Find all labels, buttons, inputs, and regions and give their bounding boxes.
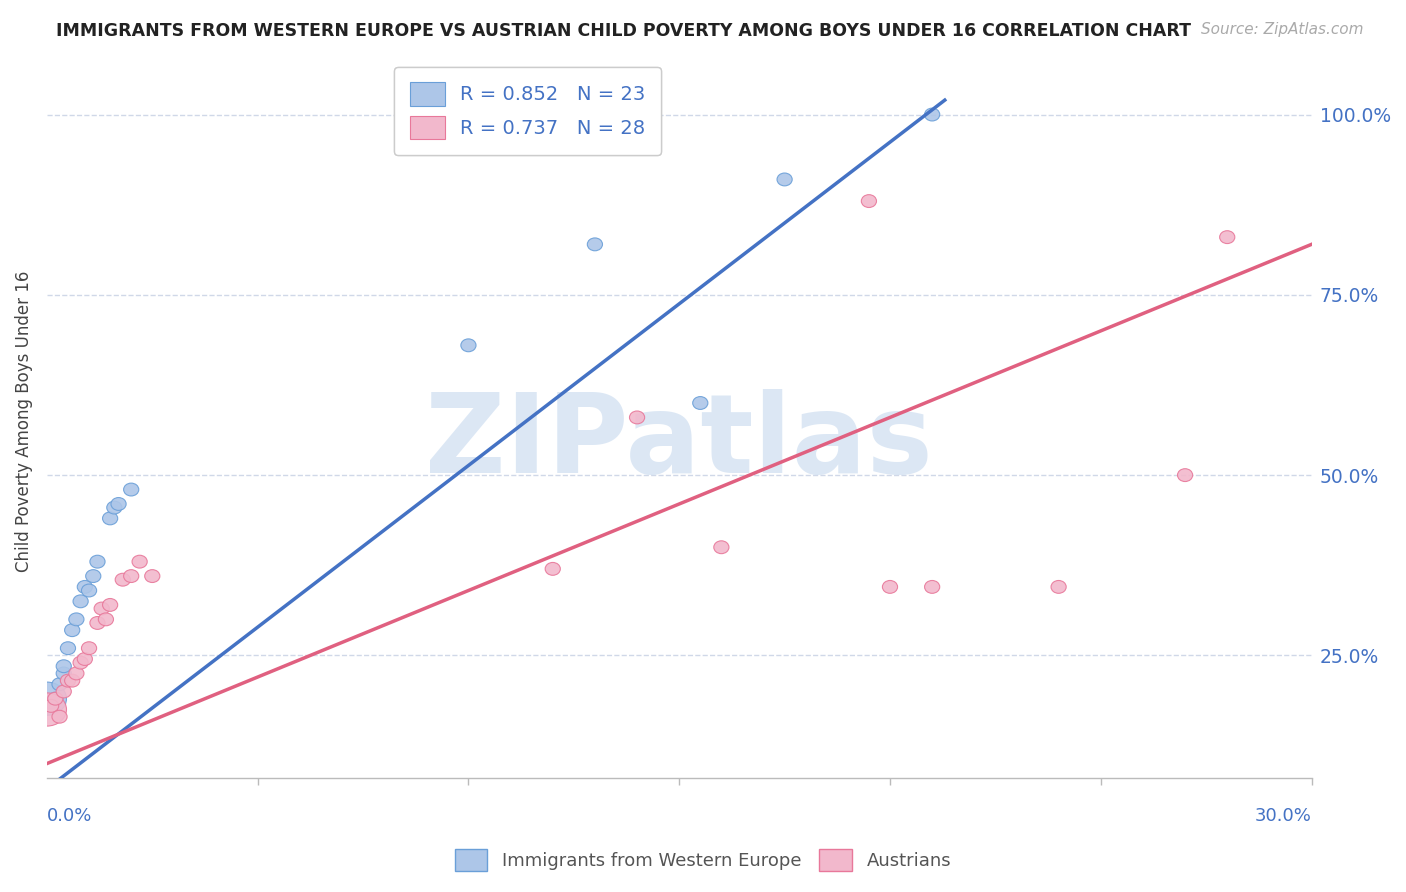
Ellipse shape — [111, 498, 127, 510]
Text: Source: ZipAtlas.com: Source: ZipAtlas.com — [1201, 22, 1364, 37]
Ellipse shape — [44, 699, 59, 713]
Ellipse shape — [925, 108, 939, 121]
Ellipse shape — [714, 541, 728, 554]
Ellipse shape — [145, 570, 160, 582]
Ellipse shape — [1052, 581, 1066, 593]
Ellipse shape — [883, 581, 897, 593]
Text: 0.0%: 0.0% — [46, 806, 93, 824]
Ellipse shape — [65, 624, 80, 637]
Text: ZIPatlas: ZIPatlas — [426, 389, 934, 496]
Ellipse shape — [27, 693, 66, 726]
Ellipse shape — [90, 616, 105, 630]
Ellipse shape — [52, 710, 67, 723]
Ellipse shape — [56, 685, 72, 698]
Ellipse shape — [862, 194, 876, 208]
Ellipse shape — [103, 599, 118, 611]
Ellipse shape — [461, 339, 477, 351]
Ellipse shape — [778, 173, 792, 186]
Ellipse shape — [103, 512, 118, 524]
Ellipse shape — [82, 641, 97, 655]
Ellipse shape — [69, 613, 84, 626]
Ellipse shape — [44, 696, 59, 709]
Ellipse shape — [73, 657, 89, 669]
Ellipse shape — [27, 682, 66, 715]
Ellipse shape — [86, 570, 101, 582]
Text: 30.0%: 30.0% — [1254, 806, 1312, 824]
Ellipse shape — [82, 584, 97, 597]
Ellipse shape — [52, 678, 67, 690]
Ellipse shape — [94, 602, 110, 615]
Ellipse shape — [546, 563, 561, 575]
Ellipse shape — [56, 667, 72, 680]
Ellipse shape — [588, 238, 603, 251]
Ellipse shape — [73, 595, 89, 607]
Y-axis label: Child Poverty Among Boys Under 16: Child Poverty Among Boys Under 16 — [15, 270, 32, 572]
Ellipse shape — [90, 555, 105, 568]
Text: IMMIGRANTS FROM WESTERN EUROPE VS AUSTRIAN CHILD POVERTY AMONG BOYS UNDER 16 COR: IMMIGRANTS FROM WESTERN EUROPE VS AUSTRI… — [56, 22, 1191, 40]
Ellipse shape — [693, 397, 707, 409]
Legend: R = 0.852   N = 23, R = 0.737   N = 28: R = 0.852 N = 23, R = 0.737 N = 28 — [394, 67, 661, 155]
Ellipse shape — [69, 667, 84, 680]
Ellipse shape — [107, 501, 122, 514]
Ellipse shape — [1177, 468, 1192, 482]
Ellipse shape — [132, 555, 148, 568]
Ellipse shape — [56, 660, 72, 673]
Legend: Immigrants from Western Europe, Austrians: Immigrants from Western Europe, Austrian… — [447, 842, 959, 879]
Ellipse shape — [115, 574, 131, 586]
Ellipse shape — [124, 483, 139, 496]
Ellipse shape — [925, 581, 939, 593]
Ellipse shape — [77, 653, 93, 665]
Ellipse shape — [60, 641, 76, 655]
Ellipse shape — [48, 692, 63, 705]
Ellipse shape — [60, 674, 76, 687]
Ellipse shape — [77, 581, 93, 593]
Ellipse shape — [124, 570, 139, 582]
Ellipse shape — [48, 692, 63, 705]
Ellipse shape — [630, 411, 644, 424]
Ellipse shape — [65, 674, 80, 687]
Ellipse shape — [1219, 231, 1234, 244]
Ellipse shape — [98, 613, 114, 626]
